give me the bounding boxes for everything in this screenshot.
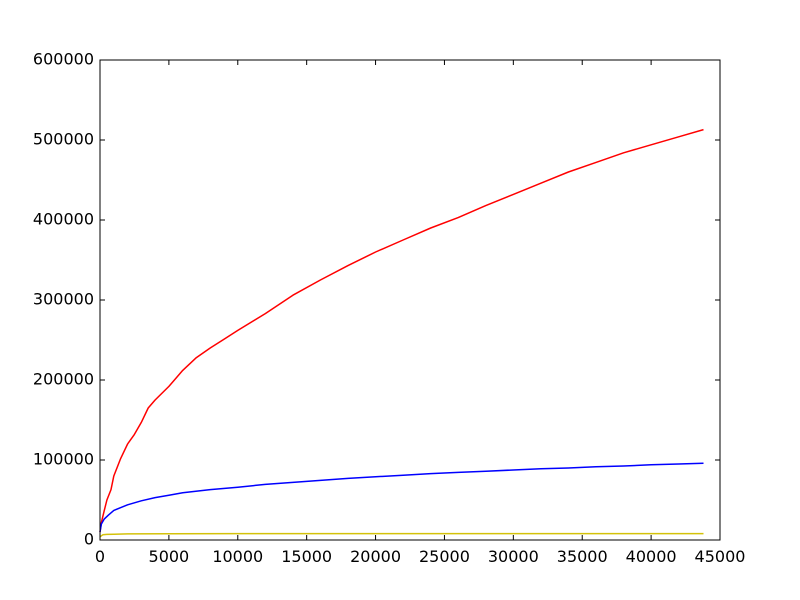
- series-layer: [99, 128, 704, 538]
- y-tick-label: 200000: [33, 370, 94, 389]
- x-tick-label: 25000: [419, 547, 470, 566]
- x-tick-label: 35000: [557, 547, 608, 566]
- y-tick-label: 500000: [33, 130, 94, 149]
- x-tick-label: 45000: [695, 547, 746, 566]
- y-tick-label: 300000: [33, 290, 94, 309]
- y-tick-label: 400000: [33, 210, 94, 229]
- x-tick-label: 5000: [149, 547, 190, 566]
- series-line-3: [99, 532, 704, 538]
- series-line-2: [99, 462, 704, 533]
- x-tick-label: 15000: [281, 547, 332, 566]
- x-tick-label: 40000: [626, 547, 677, 566]
- x-tick-label: 30000: [488, 547, 539, 566]
- y-tick-label: 100000: [33, 450, 94, 469]
- x-tick-label: 20000: [350, 547, 401, 566]
- x-tick-label: 0: [95, 547, 105, 566]
- ticks-layer: 0 5000 10000 15000 20000 25000 30000 35000 40000…: [33, 50, 746, 567]
- x-tick-label: 10000: [212, 547, 263, 566]
- series-line-1: [99, 128, 704, 533]
- y-tick-label: 600000: [33, 50, 94, 69]
- plot-frame: [99, 59, 721, 541]
- y-tick-label: 0: [84, 530, 94, 549]
